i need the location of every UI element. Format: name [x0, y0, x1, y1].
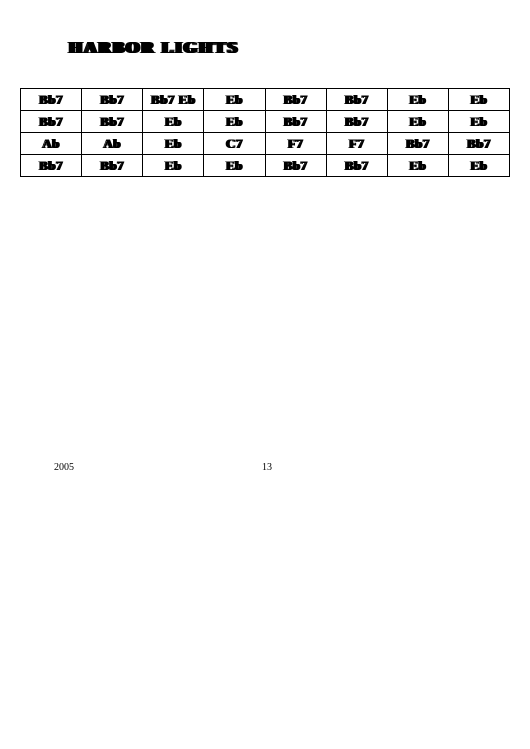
table-row: Ab Ab Eb C7 F7 F7 Bb7 Bb7	[21, 133, 510, 155]
chord-cell: Bb7	[265, 89, 326, 111]
chord-cell: Eb	[448, 111, 509, 133]
chord-cell: Ab	[82, 133, 143, 155]
chord-cell: Bb7	[21, 89, 82, 111]
table-row: Bb7 Bb7 Bb7 Eb Eb Bb7 Bb7 Eb Eb	[21, 89, 510, 111]
chord-cell: Bb7	[387, 133, 448, 155]
chord-cell: Eb	[204, 111, 265, 133]
chord-cell: Bb7	[21, 111, 82, 133]
footer: 2005 13	[0, 462, 530, 473]
chord-cell: Bb7	[265, 155, 326, 177]
chord-cell: Eb	[448, 89, 509, 111]
page: HARBOR LIGHTS Bb7 Bb7 Bb7 Eb Eb Bb7 Bb7 …	[0, 0, 530, 749]
chord-cell: Bb7 Eb	[143, 89, 204, 111]
chord-cell: Bb7	[326, 89, 387, 111]
chord-cell: Bb7	[326, 155, 387, 177]
chord-cell: F7	[326, 133, 387, 155]
chord-table: Bb7 Bb7 Bb7 Eb Eb Bb7 Bb7 Eb Eb Bb7 Bb7 …	[20, 88, 510, 177]
chord-cell: Eb	[387, 155, 448, 177]
chord-cell: Ab	[21, 133, 82, 155]
table-row: Bb7 Bb7 Eb Eb Bb7 Bb7 Eb Eb	[21, 111, 510, 133]
chord-cell: Eb	[204, 155, 265, 177]
chord-cell: Eb	[143, 133, 204, 155]
chord-cell: Eb	[204, 89, 265, 111]
page-title: HARBOR LIGHTS	[68, 38, 510, 58]
chord-cell: F7	[265, 133, 326, 155]
chord-cell: Bb7	[265, 111, 326, 133]
chord-cell: Bb7	[82, 155, 143, 177]
table-row: Bb7 Bb7 Eb Eb Bb7 Bb7 Eb Eb	[21, 155, 510, 177]
chord-cell: Eb	[448, 155, 509, 177]
footer-year: 2005	[54, 462, 74, 473]
chord-cell: Eb	[143, 155, 204, 177]
chord-cell: Bb7	[448, 133, 509, 155]
chord-table-body: Bb7 Bb7 Bb7 Eb Eb Bb7 Bb7 Eb Eb Bb7 Bb7 …	[21, 89, 510, 177]
chord-cell: Eb	[387, 89, 448, 111]
chord-cell: Bb7	[21, 155, 82, 177]
chord-cell: Bb7	[326, 111, 387, 133]
footer-page-number: 13	[262, 462, 272, 473]
chord-cell: Bb7	[82, 111, 143, 133]
chord-cell: Eb	[387, 111, 448, 133]
chord-cell: Eb	[143, 111, 204, 133]
chord-cell: Bb7	[82, 89, 143, 111]
chord-cell: C7	[204, 133, 265, 155]
